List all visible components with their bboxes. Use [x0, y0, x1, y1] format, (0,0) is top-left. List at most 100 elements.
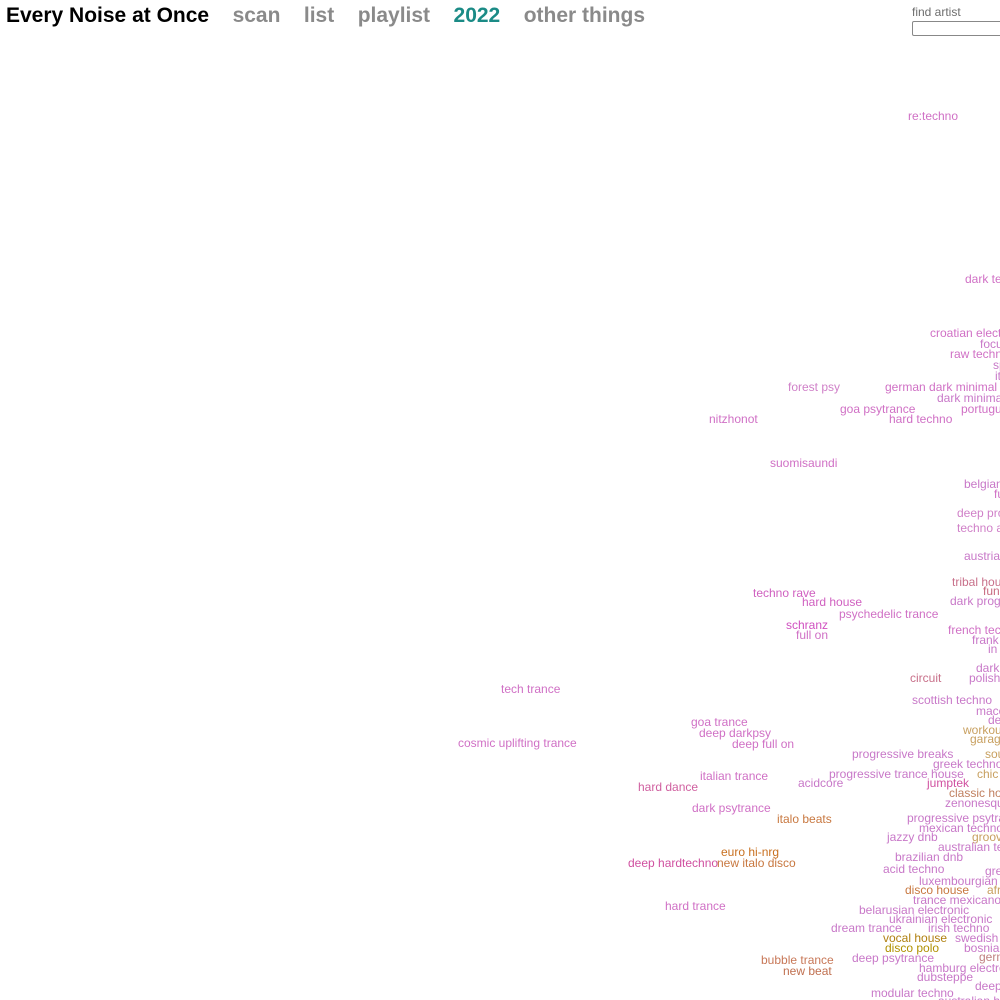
genre-label[interactable]: deep full on: [732, 737, 795, 751]
genre-label[interactable]: ukrainian electronic: [889, 912, 993, 926]
genre-label[interactable]: mexican techno: [919, 821, 1000, 835]
genre-label[interactable]: dark: [976, 661, 1000, 675]
genre-label[interactable]: disco house: [905, 883, 970, 897]
genre-label[interactable]: frank: [972, 633, 999, 647]
genre-label[interactable]: vocal house: [883, 931, 948, 945]
genre-label[interactable]: modular techno: [871, 986, 954, 1000]
genre-label[interactable]: schranz: [786, 618, 829, 632]
nav-link-list[interactable]: list: [303, 4, 335, 27]
genre-label[interactable]: belgian: [964, 477, 1000, 491]
genre-label[interactable]: techno a: [957, 521, 1000, 535]
genre-label[interactable]: sou: [985, 747, 1000, 761]
genre-label[interactable]: groov: [972, 830, 1000, 844]
genre-label[interactable]: jazzy dnb: [887, 830, 938, 844]
genre-label[interactable]: new italo disco: [717, 856, 796, 870]
nav-link-scan[interactable]: scan: [232, 4, 281, 27]
genre-label[interactable]: de: [988, 713, 1000, 727]
genre-label[interactable]: acid techno: [883, 862, 945, 876]
genre-label[interactable]: circuit: [910, 671, 942, 685]
genre-label[interactable]: workou: [963, 723, 1000, 737]
genre-label[interactable]: deep pro: [957, 506, 1000, 520]
genre-label[interactable]: forest psy: [788, 380, 841, 394]
genre-label[interactable]: deep psytrance: [852, 951, 935, 965]
genre-label[interactable]: garag: [970, 732, 1000, 746]
genre-label[interactable]: irish techno: [928, 921, 990, 935]
genre-label[interactable]: belarusian electronic: [859, 903, 970, 917]
genre-label[interactable]: fu: [994, 487, 1000, 501]
genre-label[interactable]: progressive breaks: [852, 747, 954, 761]
genre-label[interactable]: bubble trance: [761, 953, 834, 967]
genre-label[interactable]: portugue: [961, 402, 1000, 416]
genre-label[interactable]: chic: [977, 767, 999, 781]
find-artist-label: find artist: [912, 5, 961, 19]
genre-label[interactable]: re:techno: [908, 109, 959, 123]
genre-label[interactable]: hard house: [802, 595, 863, 609]
genre-label[interactable]: classic hou: [949, 786, 1000, 800]
find-artist-input[interactable]: [912, 20, 1000, 36]
nav-link-2022[interactable]: 2022: [453, 4, 501, 27]
genre-label[interactable]: dark psytrance: [692, 801, 771, 815]
genre-label[interactable]: italian trance: [700, 769, 769, 783]
genre-label[interactable]: fun: [983, 584, 1000, 598]
find-artist-box: find artist: [912, 6, 1000, 37]
genre-label[interactable]: australian h: [938, 995, 1000, 1000]
genre-label[interactable]: goa psytrance: [840, 402, 916, 416]
genre-label[interactable]: it: [995, 369, 1000, 383]
genre-label[interactable]: dark progr: [950, 594, 1000, 608]
genre-label[interactable]: psychedelic trance: [839, 607, 939, 621]
genre-label[interactable]: germ: [979, 950, 1000, 964]
genre-label[interactable]: dubsteppe: [917, 970, 974, 984]
genre-label[interactable]: italo beats: [777, 812, 832, 826]
genre-label[interactable]: afr: [987, 883, 1000, 897]
genre-label[interactable]: croatian electr: [930, 326, 1000, 340]
genre-label[interactable]: acidcore: [798, 776, 844, 790]
genre-label[interactable]: zenonesque: [945, 796, 1000, 810]
genre-label[interactable]: deep: [975, 979, 1000, 993]
genre-label[interactable]: in: [988, 642, 998, 656]
genre-label[interactable]: deep hardtechno: [628, 856, 719, 870]
genre-label[interactable]: hard dance: [638, 780, 699, 794]
site-title[interactable]: Every Noise at Once: [6, 4, 210, 27]
genre-label[interactable]: focu: [980, 337, 1000, 351]
genre-label[interactable]: hard techno: [889, 412, 953, 426]
genre-label[interactable]: austrian: [964, 549, 1000, 563]
genre-label[interactable]: hamburg electro: [919, 961, 1000, 975]
genre-label[interactable]: scottish techno: [912, 693, 993, 707]
genre-label[interactable]: trance mexicano: [913, 893, 1000, 907]
genre-label[interactable]: dream trance: [831, 921, 902, 935]
genre-label[interactable]: hard trance: [665, 899, 726, 913]
genre-label[interactable]: new beat: [783, 964, 832, 978]
genre-label[interactable]: deep darkpsy: [699, 726, 772, 740]
nav-link-other-things[interactable]: other things: [523, 4, 646, 27]
genre-label[interactable]: australian tec: [938, 840, 1000, 854]
genre-label[interactable]: euro hi-nrg: [721, 845, 780, 859]
genre-label[interactable]: sp: [993, 358, 1000, 372]
genre-label[interactable]: jumptek: [927, 776, 970, 790]
genre-label[interactable]: progressive psytran: [907, 811, 1000, 825]
genre-label[interactable]: progressive trance house: [829, 767, 964, 781]
genre-label[interactable]: bosnian: [964, 941, 1000, 955]
genre-label[interactable]: tribal hous: [952, 575, 1000, 589]
genre-label[interactable]: dark tec: [965, 272, 1000, 286]
genre-label[interactable]: brazilian dnb: [895, 850, 964, 864]
genre-label[interactable]: greek techno: [933, 757, 1000, 771]
genre-label[interactable]: suomisaundi: [770, 456, 838, 470]
genre-label[interactable]: full on: [796, 628, 829, 642]
genre-label[interactable]: raw techn: [950, 347, 1000, 361]
genre-label[interactable]: nitzhonot: [709, 412, 758, 426]
genre-label[interactable]: mace: [976, 704, 1000, 718]
genre-label[interactable]: tech trance: [501, 682, 561, 696]
genre-label[interactable]: polish: [969, 671, 1000, 685]
genre-label[interactable]: german dark minimal te: [885, 380, 1000, 394]
genre-label[interactable]: luxembourgian e: [919, 874, 1000, 888]
genre-label[interactable]: cosmic uplifting trance: [458, 736, 577, 750]
nav-link-playlist[interactable]: playlist: [357, 4, 431, 27]
genre-label[interactable]: dark minimal: [937, 391, 1000, 405]
genre-label[interactable]: techno rave: [753, 586, 816, 600]
genre-label[interactable]: gre: [985, 864, 1000, 878]
genre-label[interactable]: goa trance: [691, 715, 748, 729]
genre-label[interactable]: swedish t: [955, 931, 1000, 945]
genre-label[interactable]: disco polo: [885, 941, 940, 955]
genre-label[interactable]: french tec: [948, 623, 1000, 637]
